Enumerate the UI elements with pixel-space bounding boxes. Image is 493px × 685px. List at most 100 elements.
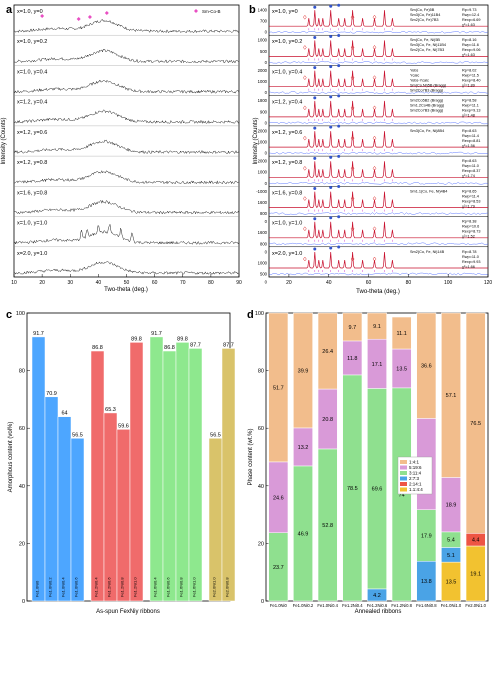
phase-marker-icon <box>337 154 341 158</box>
y-tick-label: 0 <box>265 249 268 254</box>
bar-value-label: 89.8 <box>177 336 188 342</box>
xrd-trace <box>13 169 240 185</box>
difference-profile <box>268 91 489 94</box>
diamond-marker-icon <box>350 105 355 111</box>
phase-marker-icon <box>329 246 333 250</box>
y-tick-label: 0 <box>265 151 268 156</box>
segment-value-label: 36.6 <box>421 364 432 370</box>
difference-profile <box>268 212 489 215</box>
y-tick-label: 0 <box>265 90 268 95</box>
diamond-marker-icon <box>350 45 355 50</box>
fit-stat: Rwp=11.0 <box>462 255 479 259</box>
segment-value-label: 51.7 <box>273 385 284 391</box>
diamond-marker-icon <box>350 75 355 81</box>
segment-value-label: 74 <box>399 492 405 498</box>
difference-profile <box>268 30 489 34</box>
segment-value-label: 26.4 <box>322 349 333 355</box>
diamond-marker-icon <box>350 256 355 262</box>
legend-swatch <box>400 482 407 486</box>
category-label: Fe1.2Ni1.0 <box>133 577 138 597</box>
fit-stat: Rwp=10.6 <box>462 225 479 229</box>
y-tick-label: 800 <box>260 211 268 216</box>
trace-label: x=1.2, y=0.4 <box>17 100 47 106</box>
category-label: Fe1.0Ni1.0 <box>441 603 462 608</box>
phase-marker-icon <box>313 126 317 130</box>
y-tick-label: 100 <box>255 311 264 317</box>
y-tick-label: 100 <box>16 311 25 317</box>
fit-stat: Rwp=11.6 <box>462 43 479 47</box>
y-tick-label: 60 <box>258 426 264 432</box>
legend-entry: Sm(Co, Fe)5B <box>410 8 435 12</box>
phase-marker-icon <box>313 247 317 251</box>
segment-value-label: 11.1 <box>397 331 407 337</box>
difference-profile <box>269 61 489 64</box>
phase-segment <box>441 312 461 478</box>
phase-marker-icon <box>313 5 317 9</box>
segment-value-label: 57.1 <box>446 393 457 399</box>
phase-marker-icon <box>337 3 341 7</box>
fit-stat: Rp=8.02 <box>462 68 476 72</box>
legend-entry: Sm3(Co, Fe, Ni)8B4 <box>410 129 444 133</box>
category-label: Fe1.2Ni0.4 <box>94 577 99 597</box>
y-tick-label: 0 <box>22 599 25 605</box>
bar-value-label: 56.5 <box>210 432 221 438</box>
amorphous-bar <box>31 336 46 602</box>
fit-stat: Rp=8.58 <box>462 99 476 103</box>
row-label: x=1.2, y=0.8 <box>272 160 302 166</box>
y-tick-label: 60 <box>19 426 25 432</box>
panel-b-axes <box>268 4 489 278</box>
segment-value-label: 52.8 <box>322 523 333 529</box>
y-tick-label: 2000 <box>258 128 268 133</box>
segment-value-label: 5.4 <box>447 538 455 544</box>
calc-profile <box>269 131 488 148</box>
diamond-marker-icon <box>350 135 355 141</box>
segment-value-label: 18.9 <box>446 503 457 509</box>
fit-stat: Rp=8.38 <box>462 220 476 224</box>
difference-profile <box>268 272 489 276</box>
x-tick-label: 40 <box>96 280 102 286</box>
panel-a-traces: x=1.0, y=0 x=1.0, y=0.2 x=1.0, y=0.4 x=1.2,… <box>13 9 240 276</box>
calc-profile <box>269 191 488 209</box>
xrd-trace <box>13 48 240 64</box>
segment-value-label: 5.1 <box>447 553 455 559</box>
phase-marker-icon <box>329 186 333 190</box>
x-tick-label: 60 <box>366 280 372 286</box>
calc-profile <box>269 251 488 269</box>
xrd-trace <box>13 261 240 276</box>
segment-value-label: 24.6 <box>273 495 284 501</box>
segment-value-label: 76.5 <box>470 421 481 427</box>
bar-value-label: 64 <box>61 411 67 417</box>
amorphous-bar <box>103 412 118 602</box>
diamond-marker-icon <box>303 196 307 201</box>
trace-label: x=1.0, y=0 <box>17 9 43 15</box>
legend-entry: Sm(Co, Fe, Ni)5B <box>410 38 440 42</box>
diamond-marker-icon <box>303 165 307 171</box>
phase-marker-icon <box>337 245 341 249</box>
fit-stat: χ²=1.52 <box>462 235 475 239</box>
diamond-marker-icon <box>303 105 307 111</box>
fit-stat: χ²=1.89 <box>462 83 475 87</box>
panel-d-yticks: 0 20 40 60 80 100 <box>255 311 269 605</box>
amorphous-bar <box>70 438 85 602</box>
fit-stat: χ²=1.66 <box>462 265 475 269</box>
panel-d-legend: 1:4:15:19:63:11:42:7:32:14:11.1:4:4 <box>397 456 433 495</box>
category-label: Fe2.0Ni0.8 <box>225 577 230 597</box>
category-label: Fe1.0Ni0 <box>35 580 40 597</box>
difference-profile <box>268 182 489 185</box>
legend-entry: Sm3(Co, Fe)11B4 <box>410 13 440 17</box>
bar-value-label: 91.7 <box>151 331 162 337</box>
phase-marker-icon <box>337 33 341 37</box>
panel-b-rows: x=1.0, y=0 Rp=9.73Rwp=12.4Rexp=6.69χ²=1.6… <box>256 3 489 285</box>
fit-stat: χ²=1.74 <box>462 174 475 178</box>
panel-a-legend: Sm-Co-B <box>194 9 221 14</box>
y-tick-label: 1000 <box>258 38 268 43</box>
fit-stat: Rexp=9.13 <box>462 109 480 113</box>
xrd-trace <box>13 199 240 215</box>
segment-value-label: 13.2 <box>298 445 309 451</box>
amorphous-bar <box>129 342 144 602</box>
y-tick-label: 800 <box>260 241 268 246</box>
panel-c-bars: 91.7 Fe1.0Ni0 70.9 Fe1.0Ni0.2 64 Fe1.0Ni0.4 56… <box>31 331 236 602</box>
panel-a-ylabel: Intensity (Counts) <box>1 117 7 164</box>
legend-swatch <box>400 476 407 481</box>
segment-value-label: 39.9 <box>298 368 309 374</box>
